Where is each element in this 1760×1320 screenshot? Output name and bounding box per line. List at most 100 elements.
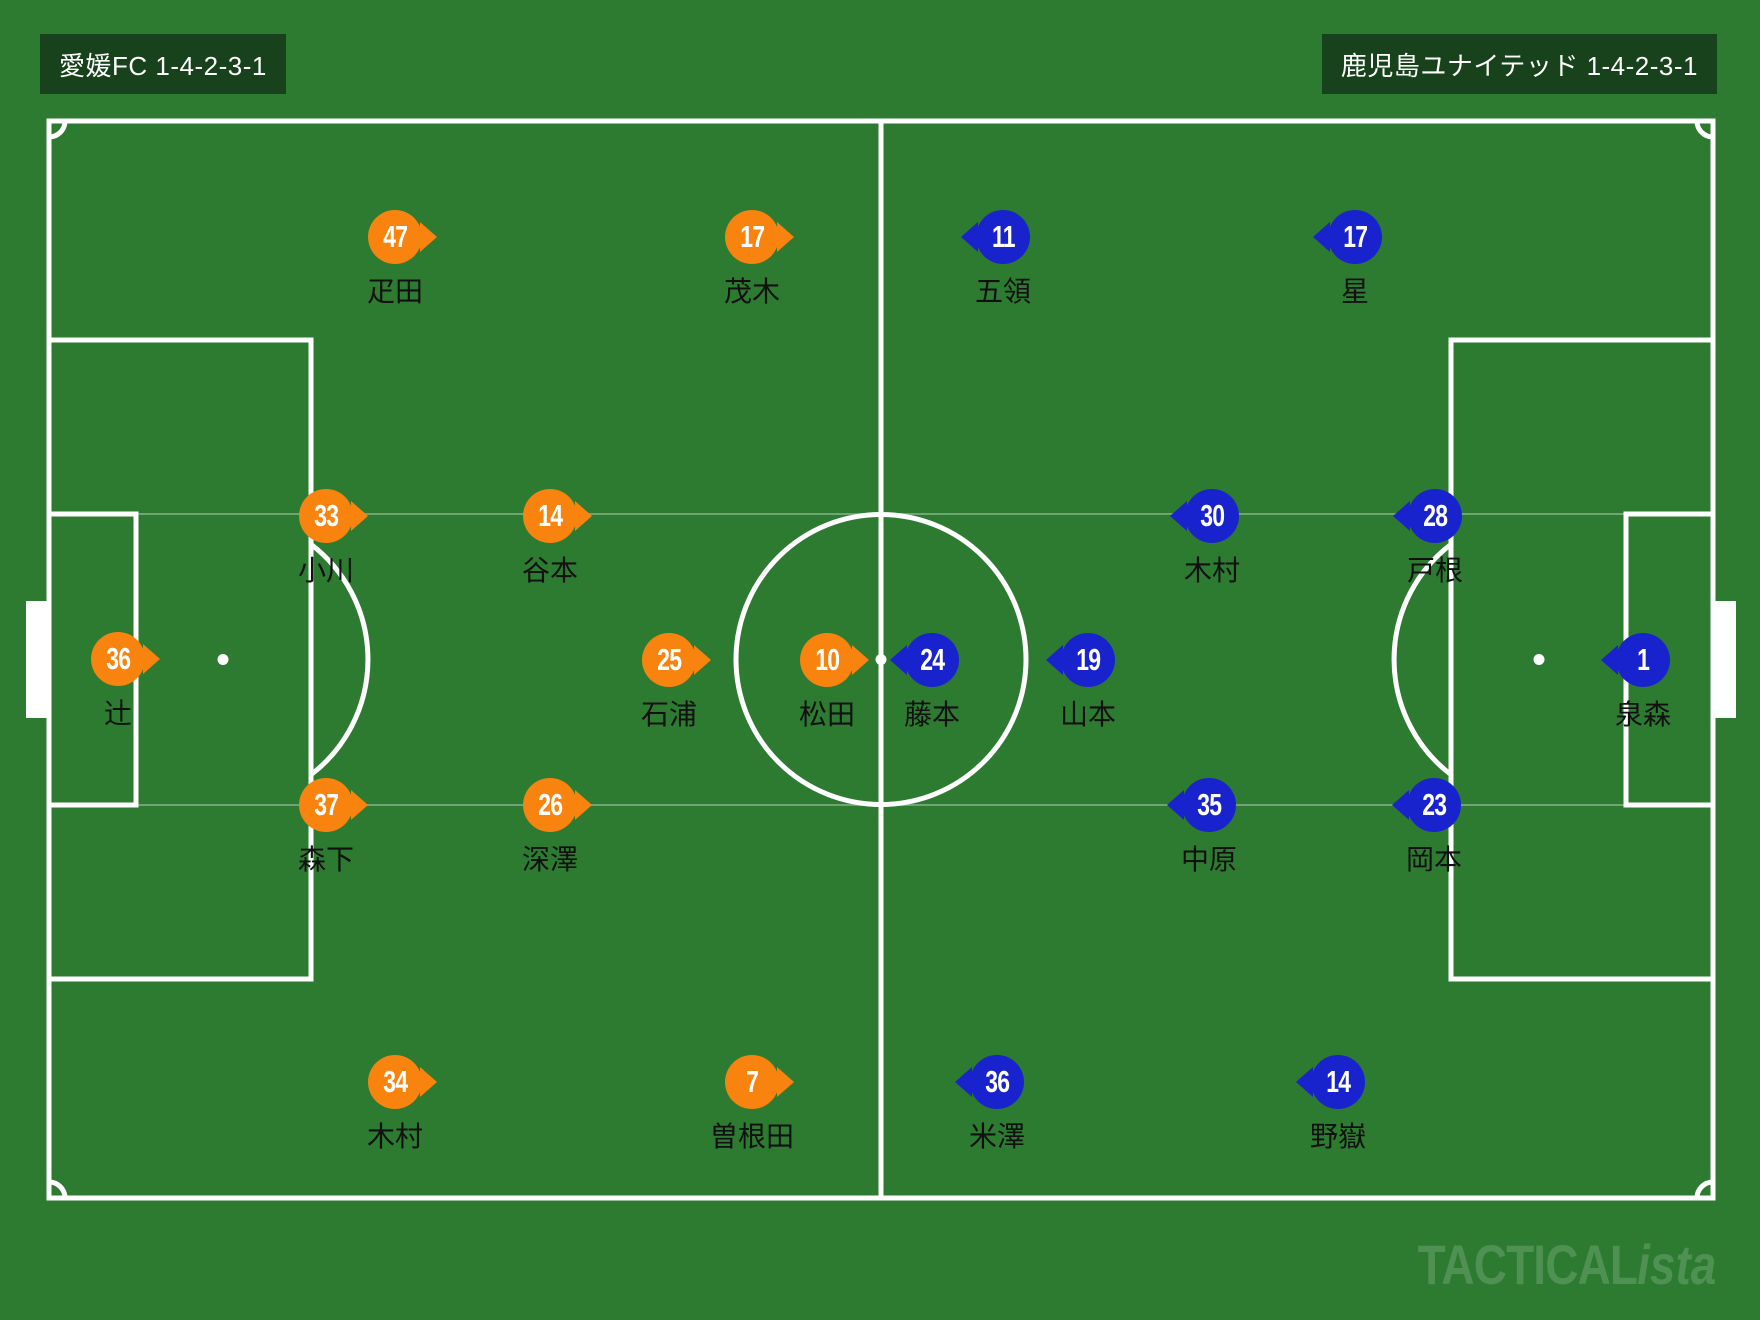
player-number: 37 xyxy=(313,787,339,822)
player-number: 17 xyxy=(739,219,765,254)
player-name: 辻 xyxy=(103,698,133,729)
player-circle: 28 xyxy=(1408,489,1462,543)
center-circle xyxy=(733,512,1029,807)
penalty-area-left xyxy=(46,337,314,982)
player-number: 19 xyxy=(1075,642,1101,677)
player-number: 35 xyxy=(1196,787,1222,822)
penalty-arc-left xyxy=(309,542,371,777)
player-marker[interactable]: 17 茂木 xyxy=(724,210,794,306)
goal-left xyxy=(26,601,49,718)
player-marker[interactable]: 35 中原 xyxy=(1167,778,1237,874)
penalty-arc-right xyxy=(1391,542,1453,777)
corner-arc-top-left xyxy=(48,120,68,140)
player-marker[interactable]: 36 米澤 xyxy=(955,1055,1025,1151)
player-number: 47 xyxy=(382,219,408,254)
player-name: 星 xyxy=(1340,276,1370,307)
player-name: 戸根 xyxy=(1406,555,1464,586)
facing-direction-pointer xyxy=(955,1067,972,1097)
player-number: 36 xyxy=(984,1064,1010,1099)
facing-direction-pointer xyxy=(1046,645,1063,675)
penalty-spot-right xyxy=(1533,654,1545,665)
watermark-bold: TACTICAL xyxy=(1417,1233,1637,1296)
player-circle: 47 xyxy=(368,210,422,264)
facing-direction-pointer xyxy=(420,222,437,252)
player-marker[interactable]: 37 森下 xyxy=(298,778,368,874)
player-number: 23 xyxy=(1421,787,1447,822)
player-name: 深澤 xyxy=(521,844,579,875)
player-marker[interactable]: 24 藤本 xyxy=(890,633,960,729)
player-marker[interactable]: 7 曽根田 xyxy=(710,1055,794,1151)
player-circle: 10 xyxy=(800,633,854,687)
player-circle: 26 xyxy=(523,778,577,832)
player-number: 1 xyxy=(1636,642,1650,677)
corner-arc-bottom-right xyxy=(1694,1179,1714,1199)
player-circle: 37 xyxy=(299,778,353,832)
player-circle: 34 xyxy=(368,1055,422,1109)
facing-direction-pointer xyxy=(852,645,869,675)
player-number: 7 xyxy=(745,1064,759,1099)
player-circle: 14 xyxy=(523,489,577,543)
goal-right xyxy=(1713,601,1736,718)
player-marker[interactable]: 23 岡本 xyxy=(1392,778,1462,874)
player-circle: 35 xyxy=(1182,778,1236,832)
player-marker[interactable]: 1 泉森 xyxy=(1601,633,1671,729)
center-spot xyxy=(875,654,887,665)
player-name: 岡本 xyxy=(1405,844,1463,875)
player-number: 14 xyxy=(537,498,563,533)
player-number: 33 xyxy=(313,498,339,533)
player-marker[interactable]: 11 五領 xyxy=(961,210,1031,306)
player-circle: 24 xyxy=(905,633,959,687)
player-number: 26 xyxy=(537,787,563,822)
player-number: 11 xyxy=(991,219,1016,254)
player-circle: 36 xyxy=(970,1055,1024,1109)
facing-direction-pointer xyxy=(1167,790,1184,820)
facing-direction-pointer xyxy=(1313,222,1330,252)
away-team-label[interactable]: 鹿児島ユナイテッド 1-4-2-3-1 xyxy=(1321,34,1717,94)
player-marker[interactable]: 47 疋田 xyxy=(367,210,437,306)
facing-direction-pointer xyxy=(961,222,978,252)
facing-direction-pointer xyxy=(777,222,794,252)
player-marker[interactable]: 19 山本 xyxy=(1046,633,1116,729)
player-number: 10 xyxy=(814,642,840,677)
player-name: 疋田 xyxy=(366,276,424,307)
facing-direction-pointer xyxy=(890,645,907,675)
player-name: 泉森 xyxy=(1614,699,1672,730)
player-name: 小川 xyxy=(297,555,355,586)
player-marker[interactable]: 36 辻 xyxy=(91,632,160,728)
facing-direction-pointer xyxy=(1601,645,1618,675)
player-name: 野嶽 xyxy=(1309,1121,1367,1152)
player-marker[interactable]: 34 木村 xyxy=(367,1055,437,1151)
player-circle: 1 xyxy=(1616,633,1670,687)
player-number: 28 xyxy=(1422,498,1448,533)
player-marker[interactable]: 26 深澤 xyxy=(522,778,592,874)
facing-direction-pointer xyxy=(575,790,592,820)
player-circle: 23 xyxy=(1407,778,1461,832)
player-name: 谷本 xyxy=(521,555,579,586)
player-marker[interactable]: 14 野嶽 xyxy=(1296,1055,1366,1151)
player-marker[interactable]: 25 石浦 xyxy=(641,633,711,729)
player-name: 曽根田 xyxy=(709,1121,795,1152)
facing-direction-pointer xyxy=(1170,501,1187,531)
player-number: 34 xyxy=(382,1064,408,1099)
home-team-label[interactable]: 愛媛FC 1-4-2-3-1 xyxy=(40,34,286,94)
player-name: 木村 xyxy=(1183,555,1241,586)
player-number: 14 xyxy=(1325,1064,1351,1099)
player-name: 米澤 xyxy=(968,1121,1026,1152)
player-marker[interactable]: 30 木村 xyxy=(1170,489,1240,585)
player-marker[interactable]: 14 谷本 xyxy=(522,489,592,585)
player-marker[interactable]: 28 戸根 xyxy=(1393,489,1463,585)
player-circle: 7 xyxy=(725,1055,779,1109)
player-marker[interactable]: 10 松田 xyxy=(799,633,869,729)
player-name: 木村 xyxy=(366,1121,424,1152)
player-name: 石浦 xyxy=(640,699,698,730)
player-marker[interactable]: 17 星 xyxy=(1313,210,1382,306)
app-watermark: TACTICALista xyxy=(1417,1232,1716,1297)
player-name: 五領 xyxy=(974,276,1032,307)
player-circle: 14 xyxy=(1311,1055,1365,1109)
player-marker[interactable]: 33 小川 xyxy=(298,489,368,585)
player-number: 30 xyxy=(1199,498,1225,533)
player-circle: 17 xyxy=(725,210,779,264)
corner-arc-top-right xyxy=(1694,120,1714,140)
